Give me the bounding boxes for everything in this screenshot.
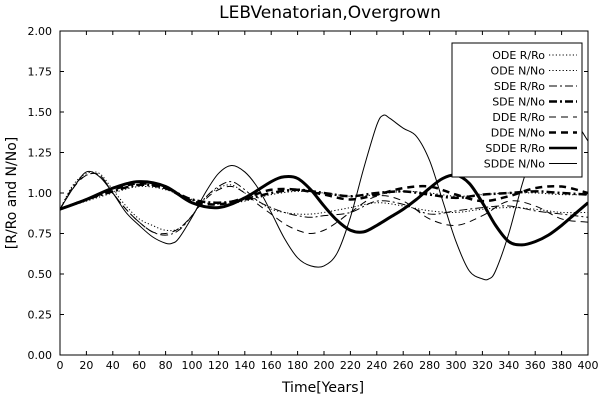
x-tick-label: 380: [551, 359, 572, 372]
series-line-sde-n-no: [60, 183, 588, 211]
x-tick-label: 300: [446, 359, 467, 372]
legend-label: ODE N/No: [491, 65, 546, 78]
x-tick-label: 240: [366, 359, 387, 372]
series-line-dde-r-ro: [60, 172, 588, 235]
y-tick-label: 0.75: [28, 228, 53, 241]
y-tick-label: 0.25: [28, 309, 53, 322]
y-tick-label: 1.00: [28, 187, 53, 200]
x-axis-label: Time[Years]: [281, 380, 364, 396]
legend-label: DDE N/No: [491, 127, 546, 140]
x-tick-label: 140: [234, 359, 255, 372]
y-tick-label: 1.25: [28, 147, 53, 160]
legend-label: ODE R/Ro: [492, 49, 545, 62]
series-line-sdde-n-no: [60, 101, 588, 281]
x-tick-label: 180: [287, 359, 308, 372]
x-tick-label: 160: [261, 359, 282, 372]
series-line-ode-r-ro: [60, 171, 588, 232]
x-tick-label: 280: [419, 359, 440, 372]
y-tick-label: 1.50: [28, 106, 53, 119]
x-tick-label: 400: [578, 359, 599, 372]
y-tick-label: 0.50: [28, 268, 53, 281]
x-tick-label: 20: [79, 359, 93, 372]
x-tick-label: 320: [472, 359, 493, 372]
series-line-sdde-r-ro: [60, 173, 588, 247]
series-line-dde-n-no: [60, 182, 588, 211]
axes: 0 20 40 60 80 100 120 140 160 180 200 220 240 260 280 3…: [28, 25, 599, 372]
x-tick-label: 80: [159, 359, 173, 372]
x-tick-label: 100: [182, 359, 203, 372]
legend-label: DDE R/Ro: [492, 111, 545, 124]
legend-label: SDE N/No: [492, 96, 545, 109]
y-tick-label: 0.00: [28, 349, 53, 362]
y-tick-label: 1.75: [28, 66, 53, 79]
legend-label: SDE R/Ro: [494, 80, 545, 93]
legend-label: SDDE N/No: [484, 158, 546, 171]
legend: ODE R/Ro ODE N/No SDE R/Ro SDE N/No DDE R/Ro…: [451, 42, 583, 178]
legend-label: SDDE R/Ro: [485, 142, 545, 155]
y-axis-label: [R/Ro and N/No]: [4, 137, 20, 250]
x-tick-label: 0: [57, 359, 64, 372]
x-tick-label: 220: [340, 359, 361, 372]
x-tick-label: 60: [132, 359, 146, 372]
x-tick-label: 40: [106, 359, 120, 372]
x-tick-label: 120: [208, 359, 229, 372]
y-tick-label: 2.00: [28, 25, 53, 38]
x-tick-label: 360: [525, 359, 546, 372]
x-tick-label: 200: [314, 359, 335, 372]
chart-title: LEBVenatorian,Overgrown: [219, 3, 441, 23]
x-tick-label: 260: [393, 359, 414, 372]
x-tick-label: 340: [498, 359, 519, 372]
series-lines: [60, 101, 588, 281]
legend-box: [451, 42, 583, 178]
